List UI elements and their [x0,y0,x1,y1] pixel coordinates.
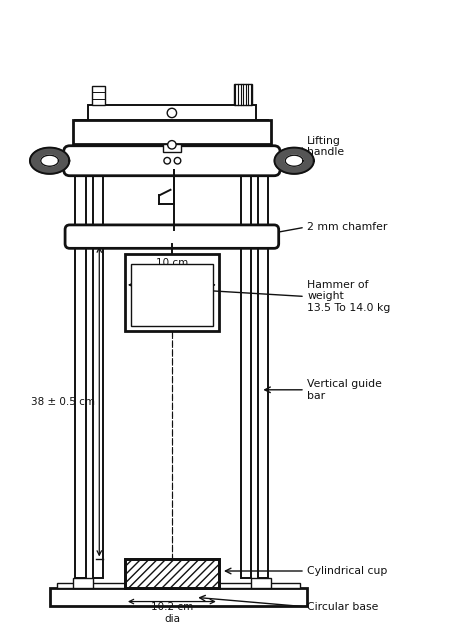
Text: Circular base: Circular base [307,602,379,611]
Polygon shape [274,148,314,174]
Text: Hammer of
weight
13.5 To 14.0 kg: Hammer of weight 13.5 To 14.0 kg [307,280,391,313]
Text: Lifting
handle: Lifting handle [307,136,345,157]
Bar [234,84,252,106]
Bar [131,264,213,326]
Bar [125,559,219,588]
FancyBboxPatch shape [65,225,279,248]
Bar [50,588,307,606]
Text: 10.2 cm
dia: 10.2 cm dia [151,603,193,624]
Circle shape [168,141,176,149]
Text: Cylindrical cup: Cylindrical cup [307,566,388,576]
Circle shape [167,108,177,118]
Circle shape [174,157,181,164]
Polygon shape [285,155,303,166]
Bar [241,120,251,578]
Text: Vertical guide
bar: Vertical guide bar [307,379,382,401]
Bar [88,106,256,120]
Bar [57,583,300,588]
Bar [93,120,103,578]
Bar [75,120,86,578]
Bar [125,559,219,588]
Polygon shape [30,148,69,174]
Bar [92,86,105,106]
Bar [251,578,271,588]
Text: 10 cm
dia: 10 cm dia [156,258,188,279]
Text: 2 mm chamfer: 2 mm chamfer [307,222,388,232]
Circle shape [164,157,171,164]
Polygon shape [41,155,58,166]
Bar [125,254,219,331]
Text: 38 ± 0.5 cm: 38 ± 0.5 cm [31,396,95,406]
Bar [163,144,181,152]
FancyBboxPatch shape [64,146,280,175]
Bar [73,578,93,588]
Bar [258,120,268,578]
Bar [73,120,271,144]
